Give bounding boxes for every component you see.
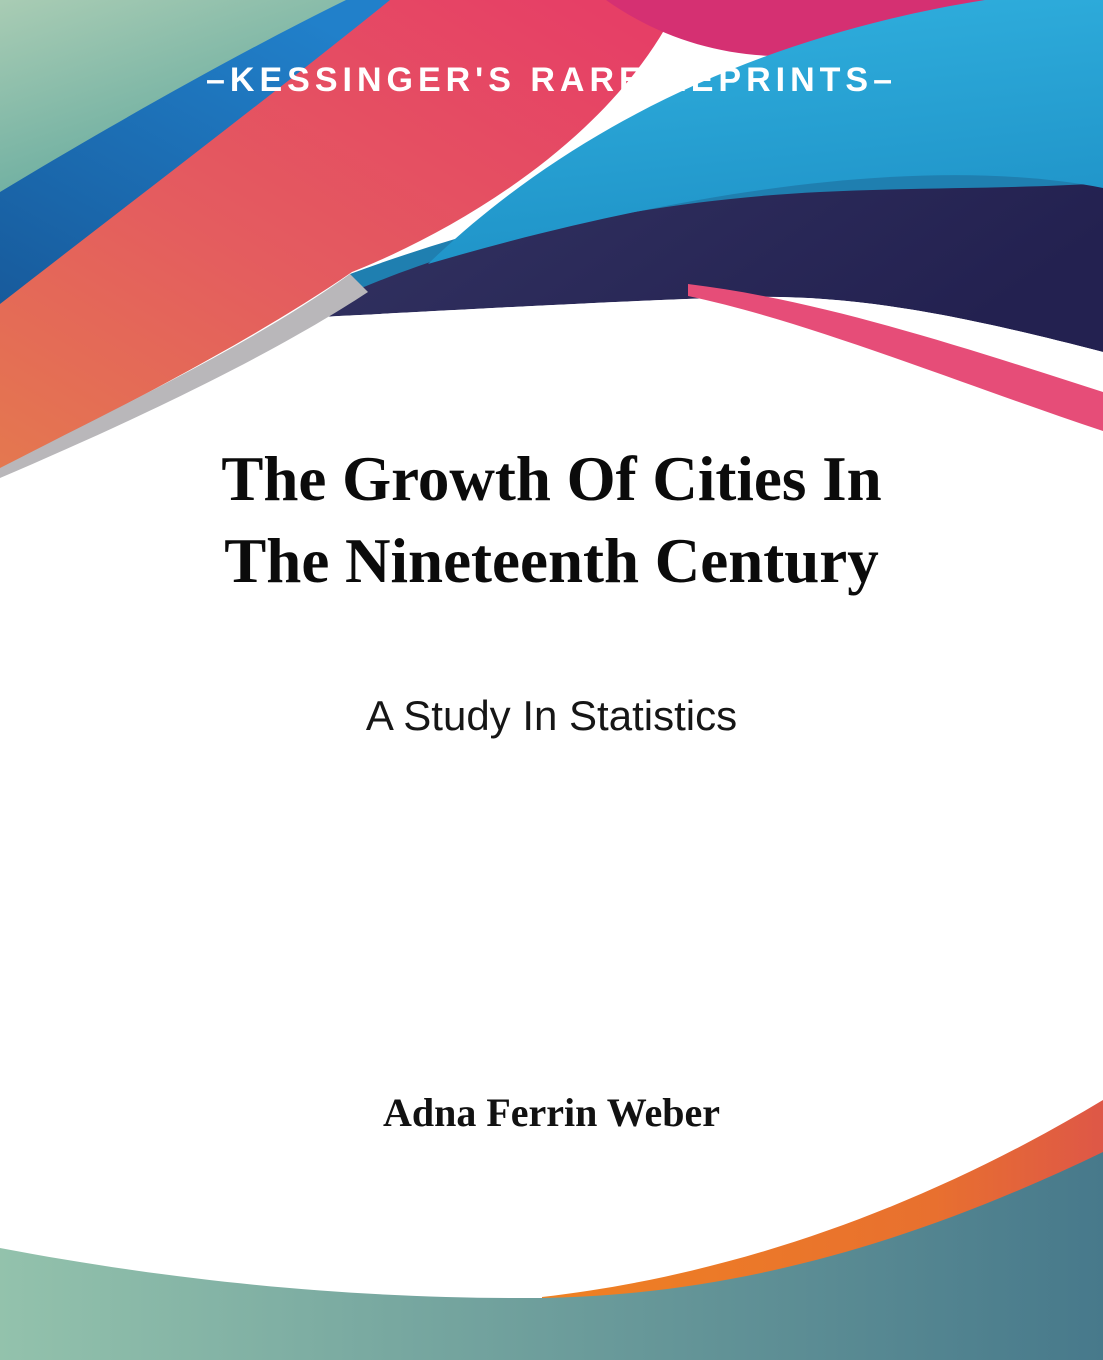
- green-swoosh: [0, 0, 352, 198]
- magenta-wedge: [606, 0, 988, 57]
- blue-swoosh: [0, 0, 398, 312]
- cyan-band: [428, 0, 1103, 264]
- book-author: Adna Ferrin Weber: [382, 1090, 720, 1135]
- book-title-line-2: The Nineteenth Century: [224, 526, 879, 596]
- book-title-line-1: The Growth Of Cities In: [221, 444, 882, 514]
- navy-band: [298, 183, 1103, 352]
- teal-swoosh: [0, 1152, 1103, 1360]
- bottom-swoosh-art: [0, 1100, 1103, 1360]
- gray-shadow-edge: [0, 274, 368, 478]
- publisher-banner: –KESSINGER'S RARE REPRINTS–: [206, 61, 897, 99]
- pink-ribbon: [688, 284, 1103, 431]
- top-swoosh-art: [0, 0, 1103, 520]
- book-subtitle: A Study In Statistics: [365, 692, 738, 739]
- pink-swoosh: [0, 0, 680, 470]
- book-title: The Growth Of Cities In The Nineteenth C…: [0, 438, 1103, 602]
